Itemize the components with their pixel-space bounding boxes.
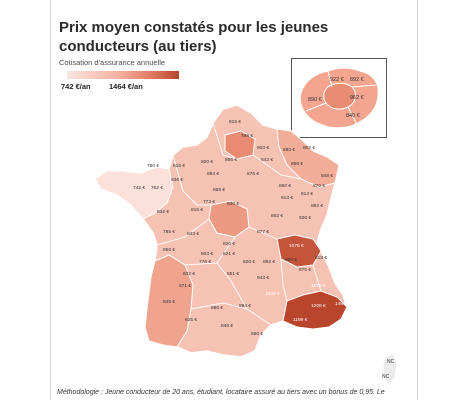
department-price-label: 871 €: [179, 283, 191, 289]
france-map: NC NC 815 € 798 € 903 € 893 € 802 € 866 € 842 …: [93, 104, 398, 385]
department-price-label: 1464 €: [335, 301, 350, 307]
inset-label: 890 €: [308, 97, 322, 103]
inset-label: 962 €: [350, 95, 364, 101]
department-price-label: 868 €: [291, 161, 303, 167]
department-price-label: 815 €: [173, 163, 185, 169]
department-price-label: 943 €: [257, 275, 269, 281]
department-price-label: 926 €: [299, 215, 311, 221]
paris-inset: 922 € 892 € 890 € 962 € 840 €: [291, 58, 387, 138]
department-price-label: 830 €: [227, 201, 239, 207]
department-price-label: 836 €: [171, 177, 183, 183]
department-price-label: 742 €: [133, 185, 145, 191]
department-price-label: 843 €: [187, 231, 199, 237]
department-price-label: 814 €: [301, 191, 313, 197]
department-price-label: 870 €: [313, 183, 325, 189]
legend-gradient: [67, 71, 179, 79]
department-price-label: 875 €: [299, 267, 311, 273]
region-paca: [282, 290, 348, 330]
subtitle: Cotisation d'assurance annuelle: [59, 58, 166, 67]
department-price-label: 820 €: [223, 241, 235, 247]
methodology-note: Méthodologie : Jeune conducteur de 20 an…: [57, 389, 385, 396]
department-price-label: 851 €: [227, 271, 239, 277]
department-price-label: 773 €: [203, 199, 215, 205]
department-price-label: 918 €: [315, 255, 327, 261]
department-price-label: 826 €: [243, 259, 255, 265]
department-price-label: 815 €: [191, 207, 203, 213]
department-price-label: 886 €: [211, 305, 223, 311]
department-price-label: 894 €: [239, 303, 251, 309]
department-price-label: 903 €: [257, 145, 269, 151]
department-price-label: 842 €: [261, 157, 273, 163]
department-price-label: 868 €: [213, 187, 225, 193]
department-price-label: 1076 €: [289, 243, 304, 249]
department-price-label: 1043 €: [265, 291, 280, 297]
department-price-label: 832 €: [157, 209, 169, 215]
department-price-label: 802 €: [303, 145, 315, 151]
department-price-label: 825 €: [185, 317, 197, 323]
region-southwest: [144, 254, 194, 348]
corsica-label: NC: [387, 359, 395, 365]
department-price-label: 800 €: [201, 159, 213, 165]
region-rhone: [276, 234, 322, 268]
map-card: Prix moyen constatés pour les jeunes con…: [50, 0, 418, 400]
department-labels: 815 € 798 € 903 € 893 € 802 € 866 € 842 € 800 €…: [133, 119, 350, 337]
paris-inset-map: 922 € 892 € 890 € 962 € 840 €: [299, 67, 379, 129]
inset-label: 840 €: [346, 113, 360, 119]
department-price-label: 821 €: [223, 251, 235, 257]
corsica: [382, 352, 398, 385]
region-center: [208, 200, 250, 238]
department-price-label: 1075 €: [311, 283, 326, 289]
department-price-label: 860 €: [279, 183, 291, 189]
inset-label: 922 €: [330, 77, 344, 83]
department-price-label: 1189 €: [293, 317, 308, 323]
department-price-label: 950 €: [285, 257, 297, 263]
department-price-label: 803 €: [201, 251, 213, 257]
department-price-label: 846 €: [221, 323, 233, 329]
department-price-label: 866 €: [225, 157, 237, 163]
department-price-label: 760 €: [147, 163, 159, 169]
department-price-label: 798 €: [241, 133, 253, 139]
department-price-label: 866 €: [163, 247, 175, 253]
department-price-label: 776 €: [199, 259, 211, 265]
department-price-label: 848 €: [321, 173, 333, 179]
department-price-label: 832 €: [183, 271, 195, 277]
department-price-label: 862 €: [271, 213, 283, 219]
department-price-label: 785 €: [163, 229, 175, 235]
page-title: Prix moyen constatés pour les jeunes con…: [59, 19, 329, 55]
legend-max-label: 1464 €/an: [109, 82, 143, 91]
department-price-label: 1209 €: [311, 303, 326, 309]
department-price-label: 896 €: [251, 331, 263, 337]
department-price-label: 882 €: [311, 203, 323, 209]
department-price-label: 892 €: [263, 259, 275, 265]
department-price-label: 893 €: [283, 147, 295, 153]
corsica-label: NC: [382, 374, 390, 380]
inset-label: 892 €: [350, 77, 364, 83]
department-price-label: 894 €: [207, 171, 219, 177]
department-price-label: 876 €: [247, 171, 259, 177]
legend-min-label: 742 €/an: [61, 82, 91, 91]
department-price-label: 813 €: [281, 195, 293, 201]
department-price-label: 845 €: [163, 299, 175, 305]
department-price-label: 762 €: [151, 185, 163, 191]
region-northeast: [276, 128, 340, 188]
department-price-label: 815 €: [229, 119, 241, 125]
region-brittany: [94, 166, 174, 220]
department-price-label: 877 €: [257, 229, 269, 235]
